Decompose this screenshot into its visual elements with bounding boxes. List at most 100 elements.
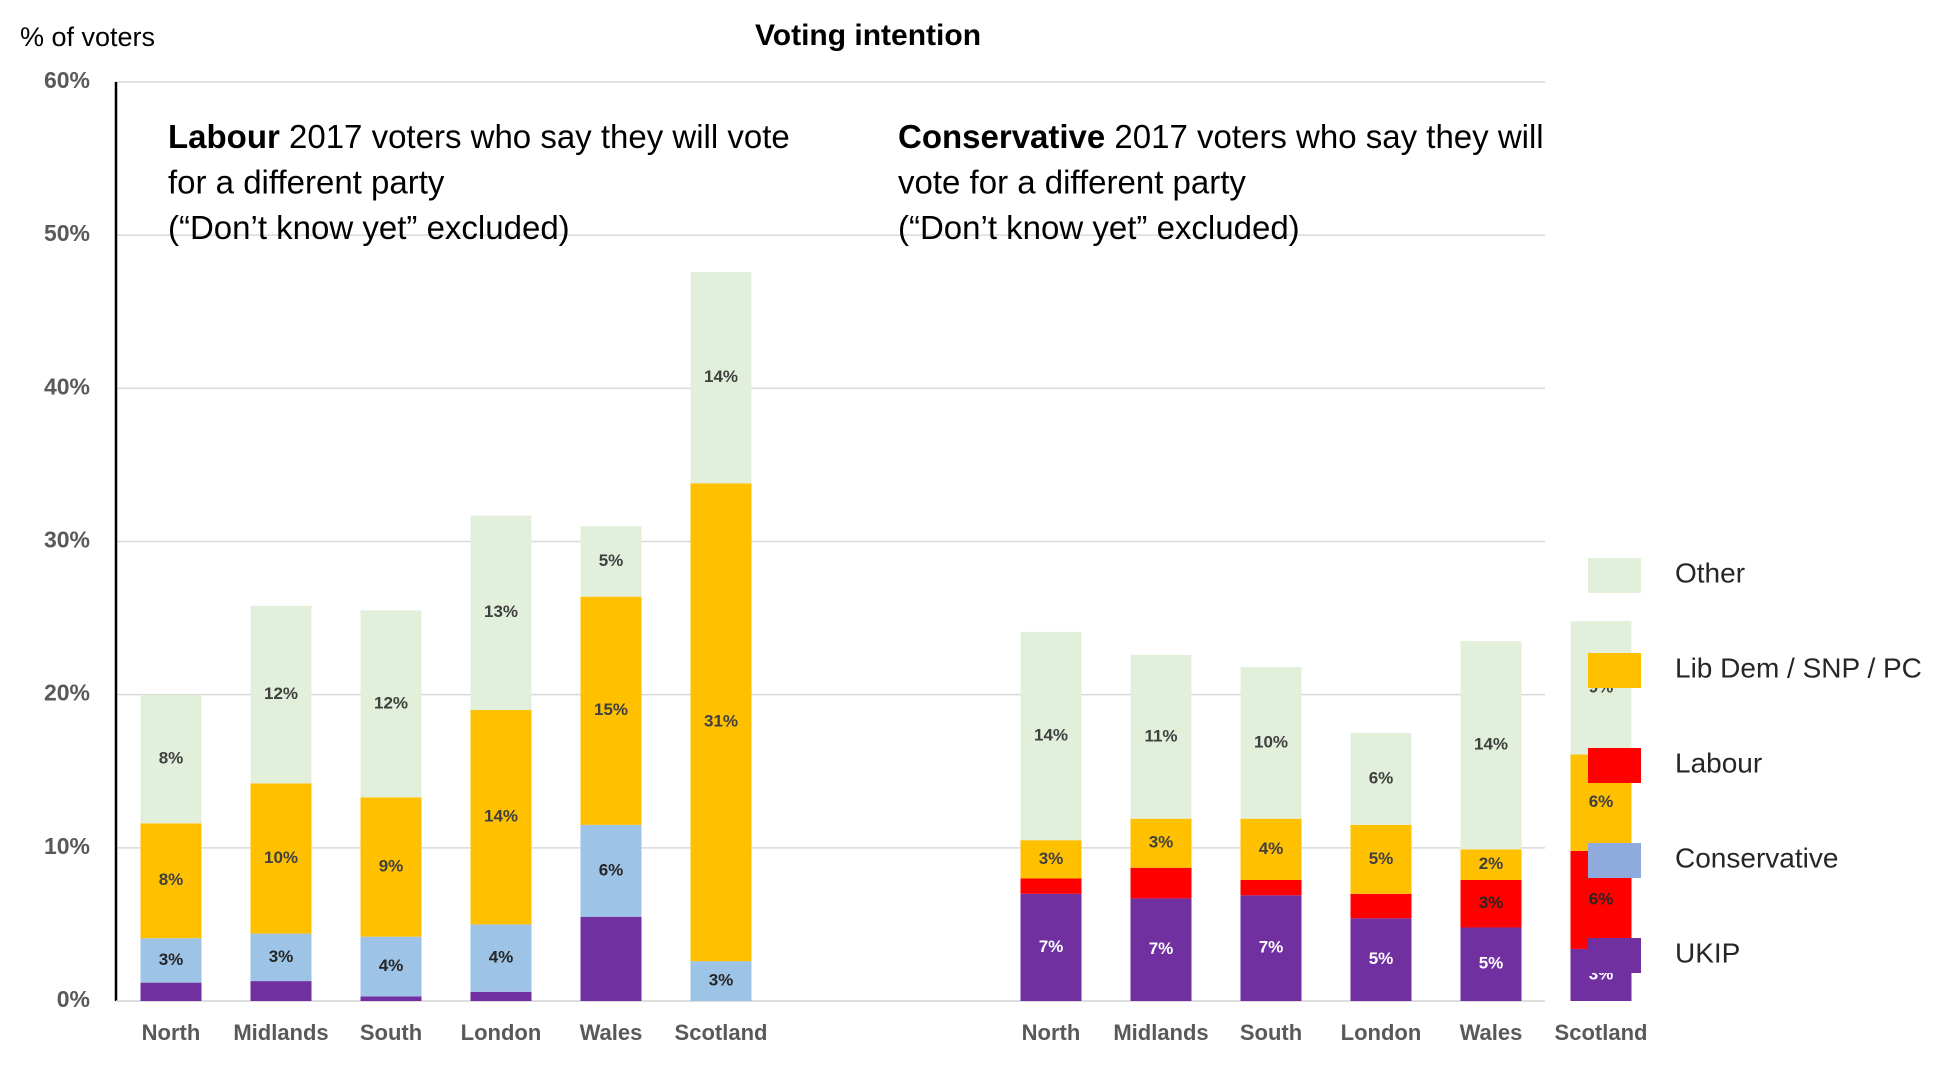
annotation-text: for a different party <box>168 163 445 200</box>
value-label: 12% <box>374 693 408 712</box>
annotation: vote for a different party <box>898 163 1246 200</box>
bar-segment <box>360 610 422 798</box>
annotation-bold: Labour <box>168 118 280 155</box>
legend-label: Other <box>1675 557 1745 588</box>
x-tick-label: Wales <box>1460 1020 1523 1045</box>
bar-segment <box>580 824 642 917</box>
bar-segment <box>360 797 422 937</box>
bar-segment <box>690 483 752 962</box>
value-label: 4% <box>489 948 514 967</box>
bar-segment <box>1350 918 1412 1001</box>
bar-segment <box>1350 893 1412 919</box>
legend-label: UKIP <box>1675 937 1740 968</box>
annotation-text: 2017 voters who say they will vote <box>280 118 790 155</box>
bar-segment <box>470 515 532 710</box>
value-label: 3% <box>1039 849 1064 868</box>
x-tick-label: North <box>142 1020 201 1045</box>
value-label: 5% <box>1369 849 1394 868</box>
legend-swatch <box>1588 653 1641 688</box>
bar-segment <box>1020 840 1082 879</box>
annotation: for a different party <box>168 163 445 200</box>
bar-segment <box>690 961 752 1001</box>
legend-swatch <box>1588 558 1641 593</box>
legend-swatch <box>1588 938 1641 973</box>
bar-segment <box>690 271 752 484</box>
bar-segment <box>1460 927 1522 1001</box>
y-tick-label: 60% <box>44 67 90 93</box>
annotation: (“Don’t know yet” excluded) <box>168 209 570 246</box>
annotation-bold: Conservative <box>898 118 1105 155</box>
x-tick-label: Midlands <box>233 1020 328 1045</box>
value-label: 11% <box>1144 726 1177 745</box>
bar-segment <box>1020 631 1082 841</box>
value-label: 6% <box>1589 889 1614 908</box>
value-label: 3% <box>1479 893 1504 912</box>
value-label: 4% <box>379 956 404 975</box>
chart-title: Voting intention <box>755 19 981 52</box>
value-label: 7% <box>1039 937 1064 956</box>
y-tick-label: 10% <box>44 833 90 859</box>
bar-segment <box>140 823 202 939</box>
value-label: 6% <box>1369 768 1394 787</box>
bar-segment <box>1130 898 1192 1001</box>
x-tick-label: Scotland <box>675 1020 768 1045</box>
bar-segment <box>250 981 312 1001</box>
value-label: 15% <box>594 700 628 719</box>
bar-segment <box>1240 879 1302 896</box>
value-label: 12% <box>264 684 298 703</box>
bar-segment <box>1240 667 1302 819</box>
value-label: 14% <box>484 807 518 826</box>
bar-segment <box>1240 818 1302 880</box>
value-label: 6% <box>1589 792 1614 811</box>
bar-segment <box>250 605 312 784</box>
bar-segment <box>580 526 642 597</box>
annotation-text: vote for a different party <box>898 163 1246 200</box>
value-label: 6% <box>599 860 624 879</box>
value-label: 2% <box>1479 854 1504 873</box>
bar-segment <box>470 991 532 1001</box>
value-label: 31% <box>704 712 738 731</box>
bar-segment <box>360 936 422 997</box>
bar-segment <box>580 916 642 1001</box>
y-tick-label: 30% <box>44 527 90 553</box>
value-label: 14% <box>1474 735 1508 754</box>
bar-segment <box>1350 732 1412 825</box>
value-label: 7% <box>1259 938 1284 957</box>
value-label: 7% <box>1149 939 1174 958</box>
bar-segment <box>1460 641 1522 850</box>
value-label: 8% <box>159 748 184 767</box>
bar-segment <box>1130 867 1192 899</box>
legend-label: Lib Dem / SNP / PC <box>1675 652 1922 683</box>
y-tick-label: 50% <box>44 220 90 246</box>
value-label: 3% <box>159 950 184 969</box>
y-tick-label: 20% <box>44 680 90 706</box>
annotation-text: (“Don’t know yet” excluded) <box>898 209 1300 246</box>
y-tick-label: 40% <box>44 373 90 399</box>
bar-segment <box>1240 895 1302 1001</box>
value-label: 3% <box>1149 833 1174 852</box>
annotation: Labour 2017 voters who say they will vot… <box>168 118 790 155</box>
value-label: 5% <box>1369 949 1394 968</box>
bar-segment <box>140 694 202 824</box>
x-tick-label: Midlands <box>1113 1020 1208 1045</box>
bar-segment <box>250 933 312 982</box>
y-axis-label: % of voters <box>20 22 155 52</box>
bar-segment <box>1130 818 1192 868</box>
bar-segment <box>1350 824 1412 894</box>
bar-segment <box>1020 893 1082 1001</box>
bar-segment <box>1460 849 1522 880</box>
x-tick-label: South <box>1240 1020 1302 1045</box>
legend-label: Conservative <box>1675 842 1838 873</box>
value-label: 3% <box>709 971 734 990</box>
bar-segment <box>470 709 532 925</box>
bar-segment <box>1020 878 1082 894</box>
bar-segment <box>140 938 202 983</box>
x-tick-label: London <box>1341 1020 1422 1045</box>
bar-segment <box>360 996 422 1001</box>
value-label: 5% <box>1479 954 1504 973</box>
bar-segment <box>1130 654 1192 819</box>
bar-segment <box>580 596 642 825</box>
value-label: 5% <box>599 551 624 570</box>
value-label: 10% <box>264 848 298 867</box>
